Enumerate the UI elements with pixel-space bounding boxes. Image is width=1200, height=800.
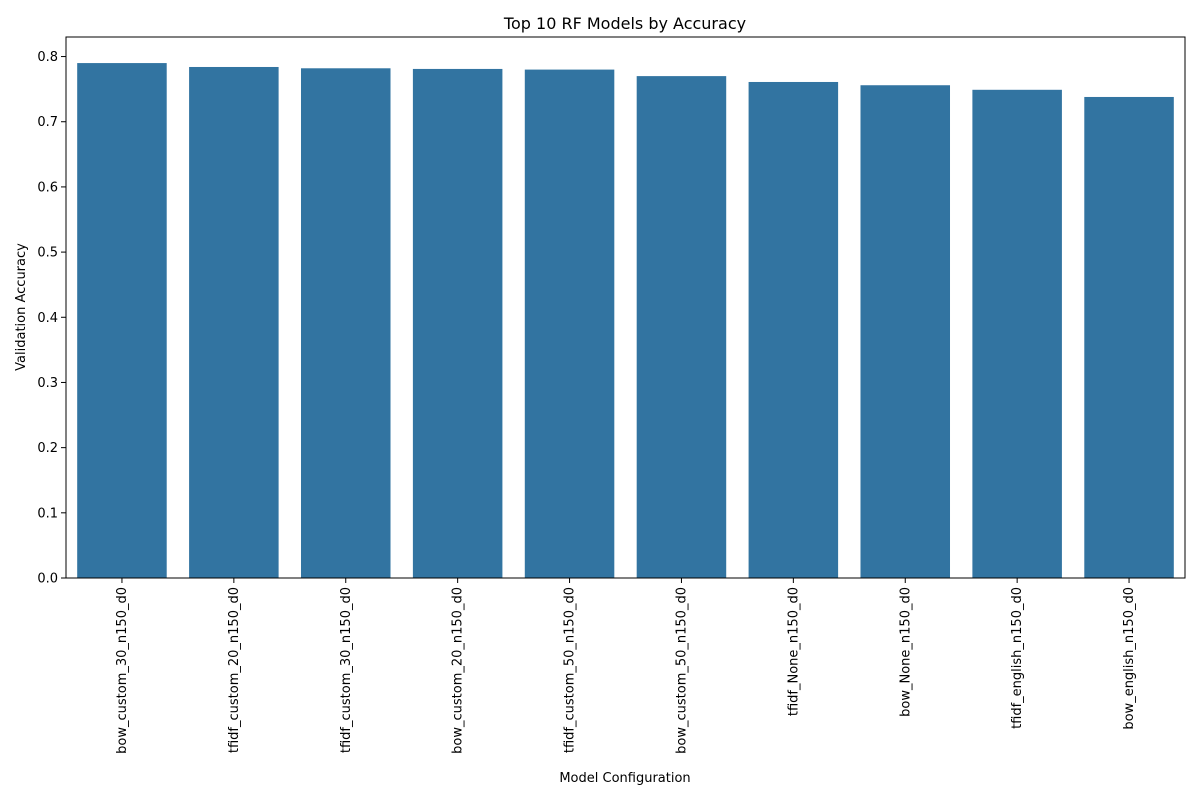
x-tick-label: tfidf_None_n150_d0: [786, 587, 801, 716]
y-tick-label: 0.2: [37, 441, 58, 456]
x-tick-label: bow_None_n150_d0: [898, 587, 913, 717]
y-tick-label: 0.6: [37, 180, 58, 195]
y-tick-label: 0.8: [37, 50, 58, 65]
bar-tfidf_english_n150_d0: [972, 89, 1062, 578]
y-tick-label: 0.3: [37, 376, 58, 391]
plot-frame: [65, 36, 1186, 579]
y-axis-label: Validation Accuracy: [14, 243, 29, 371]
x-axis-label: Model Configuration: [559, 771, 690, 786]
x-tick-label: tfidf_custom_30_n150_d0: [339, 587, 354, 753]
y-tick-label: 0.1: [37, 506, 58, 521]
y-tick-label: 0.7: [37, 115, 58, 130]
bar-tfidf_None_n150_d0: [748, 81, 839, 578]
x-tick-label: tfidf_custom_50_n150_d0: [563, 587, 578, 753]
bar-bow_custom_30_n150_d0: [77, 63, 167, 579]
x-tick-label: bow_english_n150_d0: [1122, 587, 1137, 730]
bar-bow_custom_20_n150_d0: [412, 68, 503, 579]
bar-bow_custom_50_n150_d0: [636, 76, 727, 579]
x-tick-label: bow_custom_30_n150_d0: [115, 587, 130, 754]
x-axis: bow_custom_30_n150_d0 tfidf_custom_20_n15…: [115, 578, 1137, 754]
bar-tfidf_custom_20_n150_d0: [189, 66, 279, 579]
bar-bow_english_n150_d0: [1084, 96, 1174, 579]
x-tick-label: tfidf_custom_20_n150_d0: [227, 587, 242, 753]
chart-title: Top 10 RF Models by Accuracy: [503, 14, 746, 33]
y-tick-label: 0.5: [37, 246, 58, 261]
x-tick-label: bow_custom_50_n150_d0: [674, 587, 689, 754]
bar-tfidf_custom_30_n150_d0: [300, 68, 391, 578]
x-tick-label: bow_custom_20_n150_d0: [451, 587, 466, 754]
x-tick-label: tfidf_english_n150_d0: [1010, 587, 1025, 729]
bar-bow_None_n150_d0: [860, 85, 951, 578]
y-tick-label: 0.4: [37, 311, 58, 326]
bar-tfidf_custom_50_n150_d0: [524, 69, 615, 578]
y-axis: 0.0 0.1 0.2 0.3 0.4 0.5 0.6 0.7 0.8: [37, 50, 66, 587]
y-tick-label: 0.0: [37, 572, 58, 587]
bars-group: [77, 63, 1174, 579]
